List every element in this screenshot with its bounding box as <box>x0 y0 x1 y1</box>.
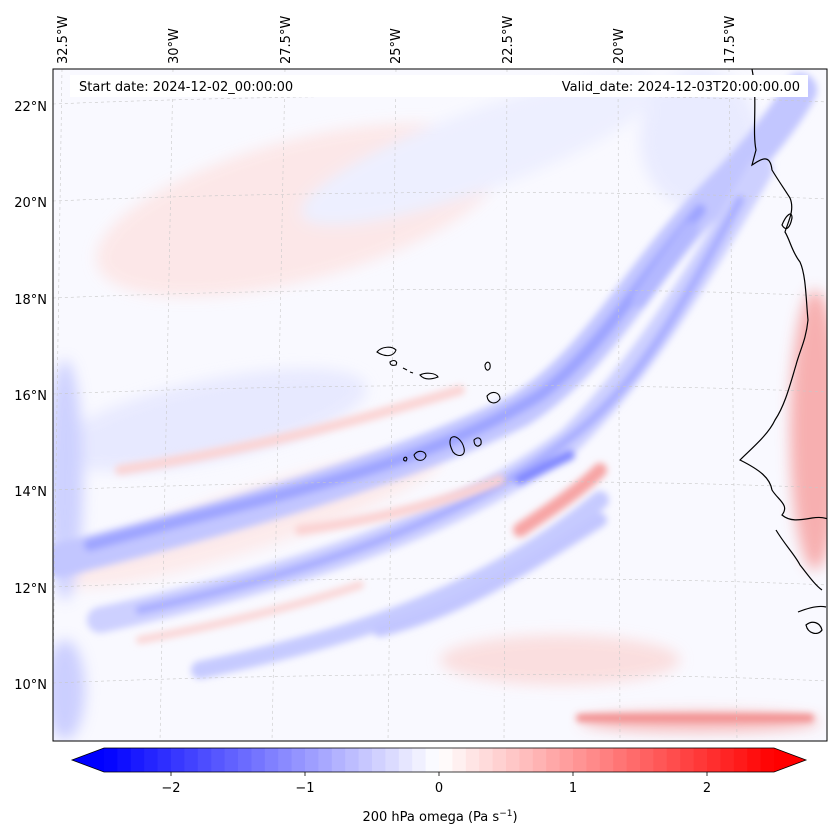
map-frame <box>52 68 828 742</box>
cabo-verde-islands <box>376 346 501 462</box>
colorbar-segment <box>680 748 695 772</box>
colorbar-segment <box>492 748 507 772</box>
coastline <box>738 69 827 635</box>
colorbar-segment <box>358 748 373 772</box>
colorbar-segment <box>372 748 386 772</box>
colorbar-segment <box>412 748 427 772</box>
lat-label: 12°N <box>14 582 47 597</box>
graticule <box>53 69 827 741</box>
colorbar-segment <box>171 748 185 772</box>
colorbar-segment <box>439 748 453 772</box>
colorbar-segment <box>626 748 641 772</box>
colorbar-segment <box>144 748 159 772</box>
colorbar-segment <box>506 748 520 772</box>
colorbar-segment <box>305 748 319 772</box>
colorbar-tick-label: 0 <box>435 781 443 796</box>
colorbar-segment <box>532 748 547 772</box>
colorbar-segment <box>331 748 346 772</box>
variable-name: 200 hPa omega <box>362 810 463 825</box>
lon-label: 27.5°W <box>279 16 294 64</box>
colorbar-segment <box>291 748 306 772</box>
colorbar-segment <box>573 748 587 772</box>
colorbar-segments <box>104 748 775 772</box>
colorbar-segment <box>747 748 762 772</box>
colorbar-segment <box>546 748 561 772</box>
colorbar-segment <box>345 748 360 772</box>
lat-label: 10°N <box>14 678 47 693</box>
colorbar-segment <box>425 748 440 772</box>
lon-label: 20°W <box>612 28 627 64</box>
colorbar-segment <box>184 748 199 772</box>
valid-date-label: Valid_date: 2024-12-03T20:00:00.00 <box>562 80 800 95</box>
units-text: Pa s <box>473 810 499 825</box>
units-exponent: −1 <box>499 809 512 819</box>
colorbar-title: 200 hPa omega (Pa s−1) <box>362 809 517 825</box>
colorbar-segment <box>693 748 708 772</box>
colorbar-segment <box>733 748 748 772</box>
colorbar-segment <box>666 748 681 772</box>
omega-field <box>53 69 827 741</box>
lat-label: 16°N <box>14 389 47 404</box>
colorbar-segment <box>157 748 172 772</box>
colorbar-outline <box>70 747 808 773</box>
colorbar-segment <box>640 748 654 772</box>
colorbar-tick-label: −1 <box>295 781 314 796</box>
date-header-band <box>70 75 808 97</box>
lat-label: 18°N <box>14 293 47 308</box>
colorbar-tick-label: −2 <box>161 781 180 796</box>
colorbar-segment <box>211 748 226 772</box>
colorbar-segment <box>760 748 775 772</box>
colorbar-segment <box>653 748 668 772</box>
colorbar-segment <box>586 748 601 772</box>
colorbar-segment <box>318 748 333 772</box>
longitude-labels: 32.5°W 30°W 27.5°W 25°W 22.5°W 20°W 17.5… <box>56 16 738 64</box>
lon-label: 17.5°W <box>723 16 738 64</box>
colorbar-segment <box>720 748 735 772</box>
colorbar-high-extend <box>774 748 806 772</box>
map-panel: Start date: 2024-12-02_00:00:00 Valid_da… <box>52 68 828 742</box>
colorbar-segment <box>519 748 534 772</box>
colorbar-tick-label: 1 <box>569 781 577 796</box>
colorbar-segment <box>452 748 467 772</box>
colorbar-tick-label: 2 <box>703 781 711 796</box>
colorbar-segment <box>385 748 400 772</box>
colorbar-segment <box>251 748 266 772</box>
colorbar-segment <box>264 748 279 772</box>
colorbar-ticks <box>170 772 708 776</box>
colorbar-segment <box>613 748 628 772</box>
colorbar-low-extend <box>72 748 104 772</box>
latitude-labels: 22°N 20°N 18°N 16°N 14°N 12°N 10°N <box>14 100 47 693</box>
lat-label: 20°N <box>14 196 47 211</box>
colorbar-segment <box>104 748 118 772</box>
colorbar-segment <box>197 748 212 772</box>
lon-label: 32.5°W <box>56 16 71 64</box>
lat-label: 22°N <box>14 100 47 115</box>
colorbar-segment <box>465 748 480 772</box>
lon-label: 22.5°W <box>501 16 516 64</box>
colorbar-segment <box>224 748 239 772</box>
lat-label: 14°N <box>14 485 47 500</box>
colorbar-segment <box>559 748 574 772</box>
colorbar-segment <box>238 748 252 772</box>
start-date-label: Start date: 2024-12-02_00:00:00 <box>79 80 293 95</box>
colorbar-segment <box>398 748 413 772</box>
colorbar-segment <box>707 748 721 772</box>
colorbar-segment <box>599 748 614 772</box>
lon-label: 30°W <box>167 28 182 64</box>
lon-label: 25°W <box>389 28 404 64</box>
colorbar-segment <box>130 748 145 772</box>
colorbar-segment <box>479 748 494 772</box>
colorbar: −2 −1 0 1 2 200 hPa omega (Pa s−1) <box>70 747 808 825</box>
colorbar-segment <box>278 748 293 772</box>
colorbar-segment <box>117 748 132 772</box>
